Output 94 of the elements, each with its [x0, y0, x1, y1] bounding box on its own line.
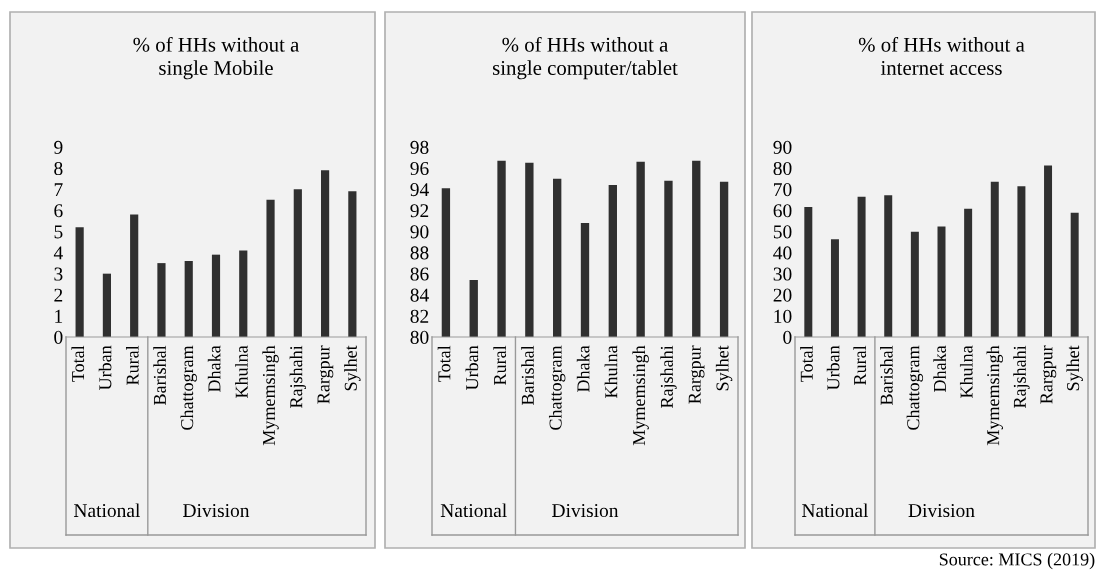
- bar: [804, 206, 813, 337]
- x-tick-label: Total: [437, 345, 451, 382]
- bar: [1044, 165, 1053, 337]
- y-tick-label: 92: [410, 204, 429, 218]
- text: Division: [552, 504, 619, 518]
- bar: [239, 250, 248, 337]
- bar: [348, 191, 357, 337]
- y-tick-label: 40: [773, 246, 792, 260]
- bar: [857, 196, 866, 337]
- x-tick-label: Khulna: [604, 345, 618, 398]
- x-tick-label: Rajshahi: [660, 345, 677, 408]
- bar: [157, 263, 166, 337]
- text: Division: [908, 504, 975, 518]
- x-tick-label: Sylhet: [715, 345, 733, 391]
- y-tick-label: 0: [54, 330, 63, 344]
- y-tick-label: 6: [54, 204, 63, 218]
- y-tick-label: 9: [54, 140, 63, 154]
- bar: [990, 181, 999, 337]
- bar: [102, 273, 111, 337]
- y-tick-label: 90: [410, 225, 429, 239]
- x-tick-label: Rargpur: [1040, 345, 1057, 404]
- x-tick-label: Rural: [853, 345, 867, 385]
- x-tick-label: Rargpur: [688, 345, 705, 404]
- y-tick-label: 90: [773, 140, 792, 154]
- text: Division: [183, 504, 250, 518]
- x-tick-label: Chattogram: [548, 345, 566, 430]
- x-tick-label: Barishal: [521, 345, 534, 405]
- x-tick-label: Rargpur: [317, 345, 334, 404]
- y-tick-label: 4: [53, 246, 63, 260]
- bar: [211, 254, 221, 337]
- bar: [884, 195, 893, 337]
- x-tick-label: Urban: [98, 345, 112, 391]
- y-tick-label: 96: [410, 161, 429, 176]
- x-tick-label: Barishal: [153, 345, 166, 405]
- y-tick-label: 88: [410, 246, 429, 260]
- y-tick-label: 94: [410, 183, 429, 197]
- bar: [321, 170, 330, 337]
- x-tick-label: Dhaka: [933, 345, 947, 392]
- x-tick-label: Mymemsingh: [632, 345, 649, 446]
- bar: [184, 261, 193, 337]
- y-tick-label: 70: [774, 183, 792, 197]
- x-tick-label: Urban: [826, 345, 840, 391]
- x-tick-label: Rural: [125, 345, 139, 385]
- bar: [266, 199, 275, 337]
- y-tick-label: 86: [410, 267, 429, 281]
- x-tick-label: Khulna: [235, 345, 248, 398]
- y-tick-label: 1: [55, 309, 63, 323]
- x-tick-label: Total: [71, 345, 85, 382]
- x-tick-label: Sylhet: [344, 345, 361, 391]
- y-tick-label: 80: [773, 161, 792, 176]
- y-tick-label: 80: [410, 330, 429, 344]
- bar: [130, 214, 139, 337]
- x-tick-label: Rural: [493, 345, 507, 385]
- y-tick-label: 82: [410, 309, 429, 323]
- x-tick-label: Rajshahi: [1013, 345, 1030, 408]
- bar: [293, 189, 302, 337]
- x-tick-label: Khulna: [959, 345, 973, 398]
- y-tick-label: 50: [773, 225, 792, 239]
- x-tick-label: Dhaka: [576, 345, 590, 392]
- y-tick-label: 0: [783, 330, 792, 344]
- chart-title: % of HHs without a internet access: [858, 36, 1025, 75]
- x-tick-label: Sylhet: [1066, 345, 1083, 391]
- y-tick-label: 20: [773, 288, 792, 302]
- bar: [1017, 186, 1026, 337]
- x-tick-label: Chattogram: [180, 345, 197, 430]
- bar: [964, 208, 973, 337]
- bar: [910, 231, 919, 337]
- bar: [1070, 212, 1079, 337]
- x-tick-label: Rajshahi: [289, 345, 307, 408]
- x-tick-label: Urban: [465, 345, 479, 391]
- x-tick-label: Chattogram: [906, 345, 924, 430]
- chart-title: % of HHs without a single computer/tablet: [493, 36, 678, 80]
- y-tick-label: 3: [54, 267, 63, 281]
- x-tick-label: Mymemsingh: [986, 345, 1003, 446]
- y-tick-label: 5: [54, 225, 63, 239]
- y-tick-label: 60: [773, 204, 792, 218]
- y-tick-label: 7: [54, 183, 63, 196]
- source-note: Source: MICS (2019): [939, 552, 1095, 570]
- text: National: [73, 503, 140, 518]
- x-tick-label: Total: [800, 345, 813, 382]
- chart-title: % of HHs without a single Mobile: [133, 36, 300, 80]
- x-tick-label: Dhaka: [207, 345, 221, 392]
- x-tick-label: Mymemsingh: [262, 345, 279, 446]
- text: National: [440, 503, 507, 518]
- y-tick-label: 84: [410, 288, 429, 302]
- bar: [830, 239, 839, 337]
- bar: [75, 227, 84, 337]
- y-tick-label: 2: [54, 288, 63, 302]
- text: National: [802, 503, 869, 518]
- y-tick-label: 30: [773, 267, 792, 281]
- y-tick-label: 10: [774, 309, 792, 323]
- y-tick-label: 98: [410, 140, 429, 154]
- y-tick-label: 8: [54, 161, 63, 176]
- x-tick-label: Barishal: [880, 345, 893, 405]
